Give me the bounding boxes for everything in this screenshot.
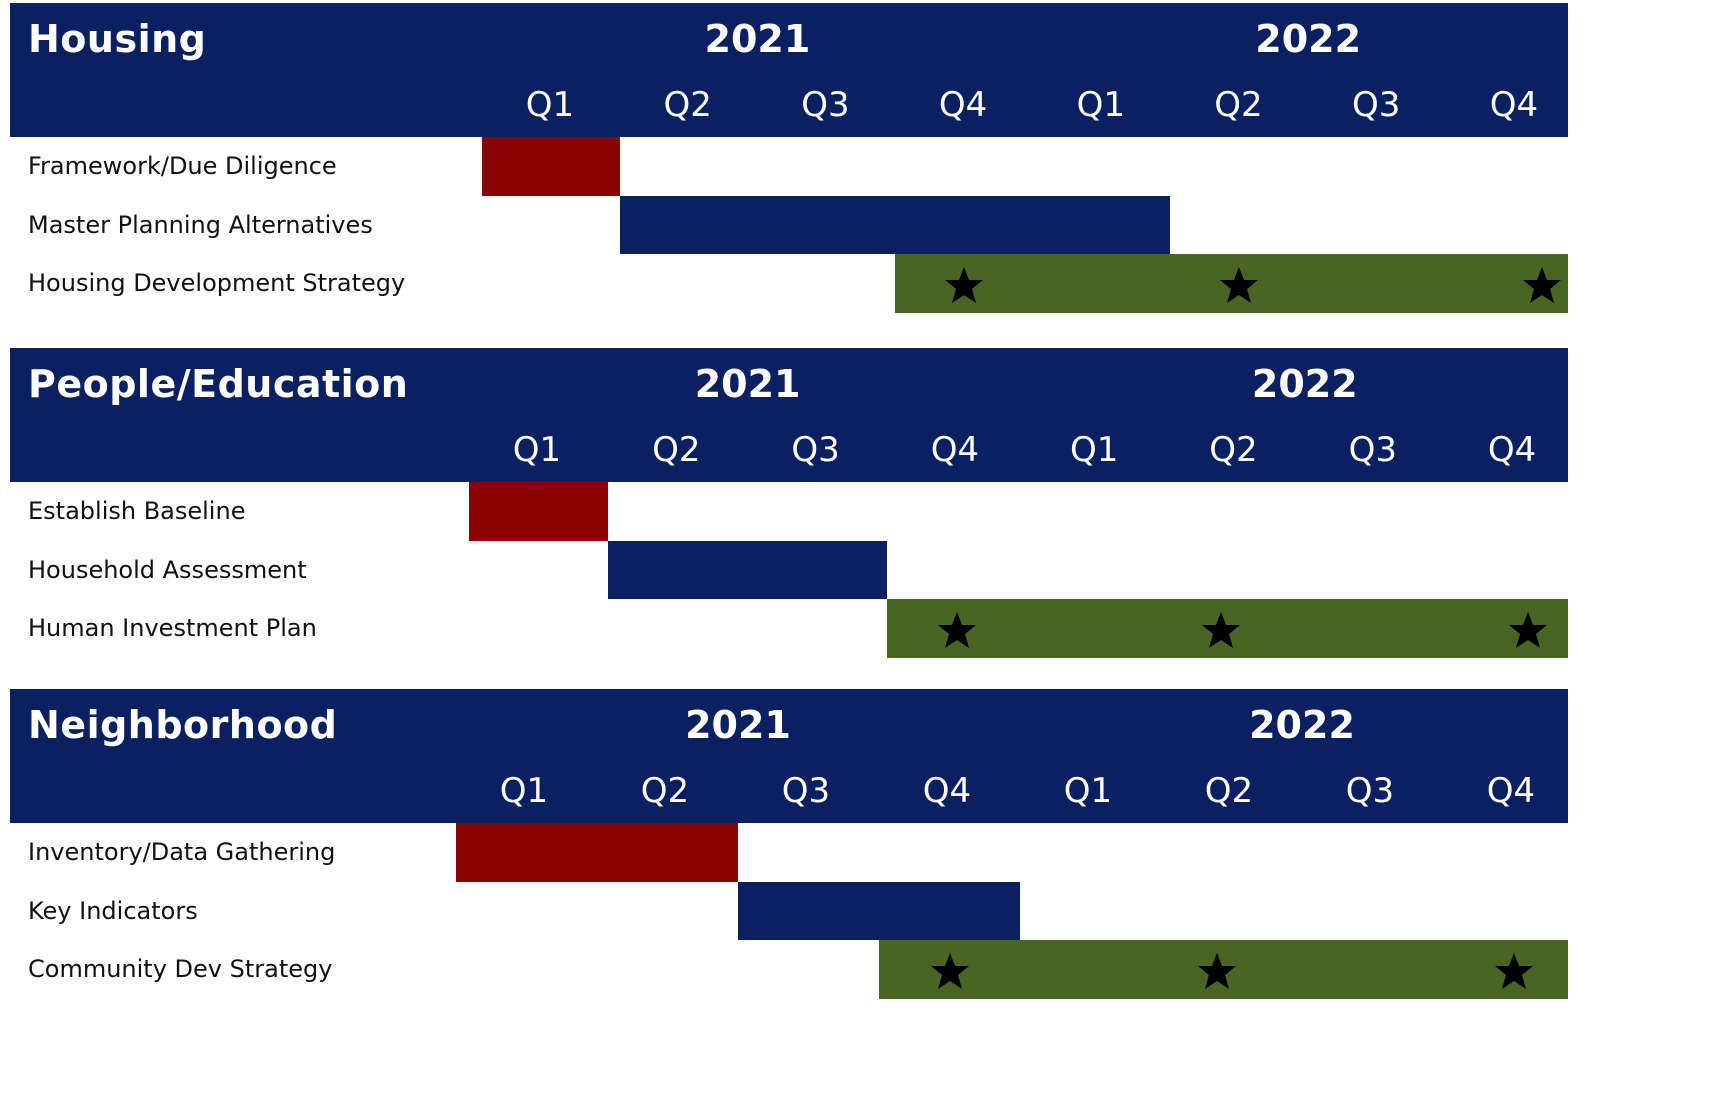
star-icon (1197, 951, 1237, 991)
quarter-label: Q4 (938, 85, 988, 125)
gantt-section-housing: Housing 2021 2022 Q1 Q2 Q3 Q4 Q1 Q2 Q3 Q4 Framework… (10, 3, 1568, 313)
star-icon (1494, 951, 1534, 991)
year-label: 2021 (685, 703, 791, 747)
year-label: 2022 (1255, 17, 1362, 61)
quarter-label: Q2 (1209, 430, 1258, 470)
gantt-section-people-education: People/Education 2021 2022 Q1 Q2 Q3 Q4 Q1 Q2 Q3 Q4… (10, 348, 1568, 658)
year-label: 2022 (1251, 362, 1358, 406)
quarter-label: Q3 (1348, 430, 1397, 470)
quarter-label: Q2 (663, 85, 712, 125)
task-label: Household Assessment (28, 555, 307, 584)
task-label: Community Dev Strategy (28, 955, 333, 983)
star-icon (1219, 265, 1259, 305)
task-rows: Establish Baseline Household Assessment Hu… (10, 482, 1568, 658)
task-bar (469, 482, 609, 541)
task-label: Master Planning Alternatives (28, 210, 373, 239)
task-bar (619, 195, 1171, 254)
star-icon (937, 610, 977, 650)
year-label: 2021 (704, 17, 811, 61)
star-icon (944, 265, 984, 305)
star-icon (1508, 610, 1548, 650)
quarter-label: Q2 (1214, 85, 1263, 125)
task-label: Housing Development Strategy (28, 269, 406, 297)
quarter-label: Q3 (781, 771, 831, 811)
quarter-label: Q1 (1069, 430, 1119, 470)
quarter-label: Q1 (525, 85, 575, 125)
star-icon (1522, 265, 1562, 305)
task-bar (608, 540, 887, 599)
quarter-label: Q4 (922, 771, 972, 811)
gantt-header: Housing 2021 2022 Q1 Q2 Q3 Q4 Q1 Q2 Q3 Q4 (10, 3, 1568, 137)
quarter-label: Q2 (640, 771, 690, 811)
quarter-label: Q3 (1345, 771, 1395, 811)
year-label: 2022 (1249, 703, 1355, 747)
quarter-label: Q4 (1486, 771, 1536, 811)
section-title: Neighborhood (28, 703, 338, 747)
gantt-section-neighborhood: Neighborhood 2021 2022 Q1 Q2 Q3 Q4 Q1 Q2 Q3 Q4 Inve… (10, 689, 1568, 999)
task-label: Human Investment Plan (28, 614, 317, 642)
quarter-label: Q3 (1351, 85, 1401, 125)
section-title: Housing (28, 17, 207, 61)
quarter-label: Q3 (791, 430, 840, 470)
quarter-label: Q2 (652, 430, 701, 470)
gantt-header: Neighborhood 2021 2022 Q1 Q2 Q3 Q4 Q1 Q2 Q3 Q4 (10, 689, 1568, 823)
quarter-label: Q1 (499, 771, 549, 811)
quarter-label: Q4 (930, 430, 980, 470)
task-bar (456, 823, 738, 882)
quarter-label: Q1 (1076, 85, 1125, 125)
task-label: Framework/Due Diligence (28, 152, 337, 180)
star-icon (930, 951, 970, 991)
quarter-label: Q2 (1204, 771, 1254, 811)
year-label: 2021 (694, 362, 801, 406)
star-icon (1201, 610, 1241, 650)
section-title: People/Education (28, 362, 409, 406)
task-label: Establish Baseline (28, 497, 246, 525)
task-bar (738, 881, 1020, 940)
quarter-label: Q4 (1487, 430, 1537, 470)
task-bar (482, 137, 620, 196)
task-label: Inventory/Data Gathering (28, 838, 336, 866)
quarter-label: Q1 (512, 430, 562, 470)
quarter-label: Q1 (1063, 771, 1113, 811)
task-label: Key Indicators (28, 896, 198, 925)
gantt-header: People/Education 2021 2022 Q1 Q2 Q3 Q4 Q1 Q2 Q3 Q4 (10, 348, 1568, 482)
task-rows: Framework/Due Diligence Master Planning A… (10, 137, 1568, 313)
quarter-label: Q4 (1489, 85, 1539, 125)
task-rows: Inventory/Data Gathering Key Indicators Co… (10, 823, 1568, 999)
quarter-label: Q3 (801, 85, 850, 125)
